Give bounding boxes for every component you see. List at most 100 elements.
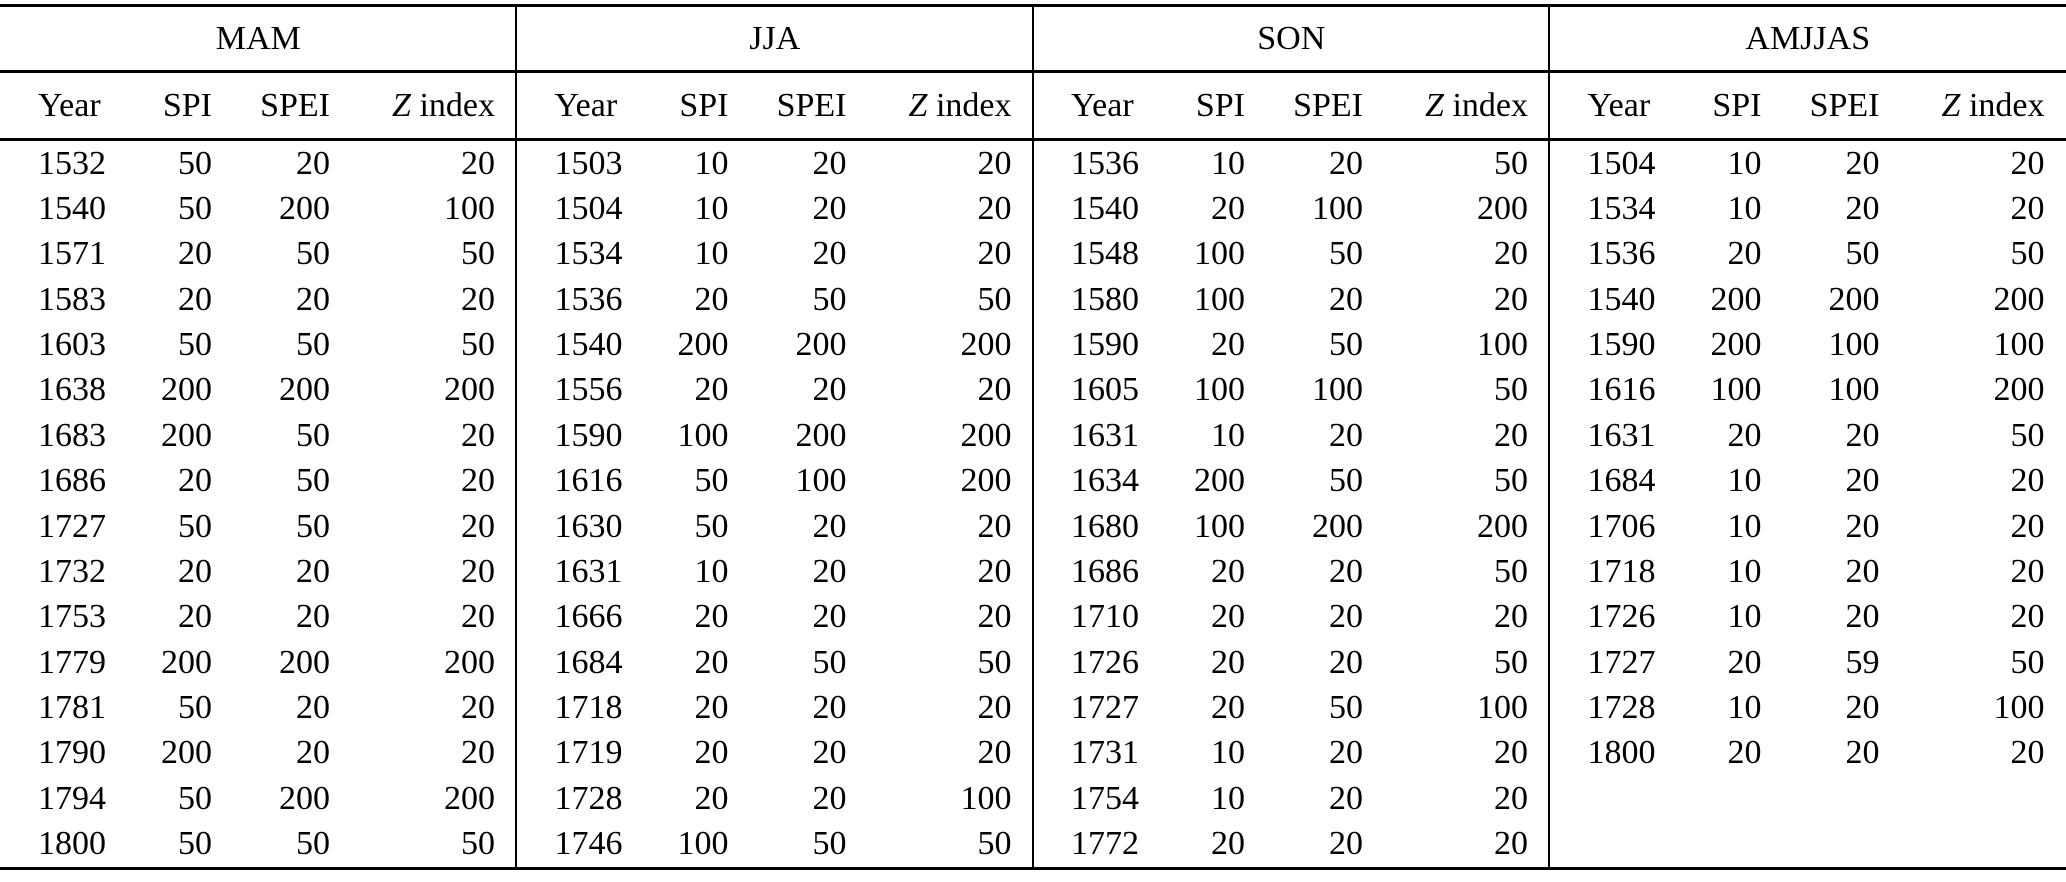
value-cell: 50 [296,825,330,863]
value-cell: 50 [977,643,1012,681]
year-cell: 1616 [554,462,623,500]
year-cell: 1779 [38,643,106,681]
year-cell: 1605 [1071,371,1139,409]
value-cell: 50 [694,462,729,500]
value-cell: 20 [1494,416,1528,454]
year-cell: 1731 [1071,734,1139,772]
value-cell: 50 [2010,235,2045,273]
year-cell: 1710 [1071,598,1139,636]
value-cell: 200 [161,371,212,409]
value-cell: 20 [812,235,847,273]
value-cell: 20 [812,371,847,409]
data-grid-son: 1536 10 20 50 1540 20 100 200 1548 100 50 20 1580 100… [1033,141,1550,867]
year-cell: 1504 [1587,144,1656,182]
year-cell: 1726 [1071,643,1139,681]
value-cell: 20 [1845,598,1880,636]
value-cell: 200 [1312,507,1363,545]
year-cell: 1686 [1071,552,1139,590]
column-headers-son: Year SPI SPEI Z index [1033,73,1550,138]
value-cell: 20 [461,734,495,772]
value-cell: 20 [461,552,495,590]
year-cell: 1536 [1071,144,1139,182]
value-cell: 20 [1845,462,1880,500]
year-cell: 1536 [554,280,623,318]
column-header: SPI [679,86,729,124]
value-cell: 50 [1494,462,1528,500]
value-cell: 10 [1211,734,1245,772]
value-cell: 50 [178,190,212,228]
value-cell: 50 [1329,688,1363,726]
column-header: Year [1071,86,1134,124]
value-cell: 20 [1727,235,1762,273]
data-grid-jja: 1503 10 20 20 1504 10 20 20 1534 10 20 20 1536 20 50 50… [517,141,1034,867]
value-cell: 200 [161,416,212,454]
value-cell: 100 [795,462,847,500]
value-cell: 20 [1329,734,1363,772]
value-cell: 50 [2010,643,2045,681]
year-cell: 1790 [38,734,106,772]
value-cell: 20 [1494,235,1528,273]
value-cell: 20 [1329,144,1363,182]
year-cell: 1540 [38,190,106,228]
value-cell: 200 [960,416,1012,454]
value-cell: 50 [178,825,212,863]
column-header: Z index [1941,86,2045,124]
year-cell: 1534 [554,235,623,273]
table-body: 1532 50 20 20 1540 50 200 100 1571 20 50 50 1583 20 20… [0,141,2066,867]
value-cell: 20 [1845,507,1880,545]
column-header: Year [1587,86,1651,124]
value-cell: 10 [694,144,729,182]
value-cell: 20 [1211,190,1245,228]
year-cell: 1631 [554,552,623,590]
value-cell: 100 [1993,326,2045,364]
value-cell: 20 [977,235,1012,273]
value-cell: 20 [296,734,330,772]
value-cell: 20 [1845,416,1880,454]
value-cell: 20 [1494,825,1528,863]
value-cell: 20 [178,462,212,500]
value-cell: 200 [279,779,330,817]
value-cell: 10 [1727,688,1762,726]
year-cell: 1683 [38,416,106,454]
year-cell: 1540 [1587,280,1656,318]
value-cell: 20 [812,734,847,772]
value-cell: 50 [1494,371,1528,409]
year-cell: 1754 [1071,779,1139,817]
value-cell: 100 [1993,688,2045,726]
year-cell: 1616 [1587,371,1656,409]
value-cell: 10 [1727,507,1762,545]
value-cell: 20 [1727,734,1762,772]
value-cell: 20 [1727,416,1762,454]
value-cell: 20 [2010,734,2045,772]
value-cell: 20 [1211,643,1245,681]
group-separator-3 [1548,5,1550,869]
value-cell: 10 [694,552,729,590]
value-cell: 20 [977,598,1012,636]
year-cell: 1583 [38,280,106,318]
value-cell: 10 [1211,144,1245,182]
group-title-son: SON [1257,19,1326,57]
value-cell: 200 [1710,280,1762,318]
value-cell: 100 [1194,280,1245,318]
value-cell: 20 [1329,552,1363,590]
value-cell: 20 [461,416,495,454]
value-cell: 20 [1211,825,1245,863]
value-cell: 20 [812,190,847,228]
year-cell: 1753 [38,598,106,636]
value-cell: 20 [1329,416,1363,454]
value-cell: 20 [977,734,1012,772]
value-cell: 50 [1845,235,1880,273]
year-cell: 1631 [1071,416,1139,454]
value-cell: 200 [960,462,1012,500]
group-title-mam: MAM [215,19,301,57]
group-title-amjjas: AMJJAS [1745,19,1871,57]
year-cell: 1540 [554,326,623,364]
year-cell: 1732 [38,552,106,590]
year-cell: 1718 [554,688,623,726]
column-headers-jja: Year SPI SPEI Z index [517,73,1034,138]
value-cell: 20 [977,190,1012,228]
value-cell: 20 [178,280,212,318]
year-cell: 1540 [1071,190,1139,228]
value-cell: 50 [1494,552,1528,590]
